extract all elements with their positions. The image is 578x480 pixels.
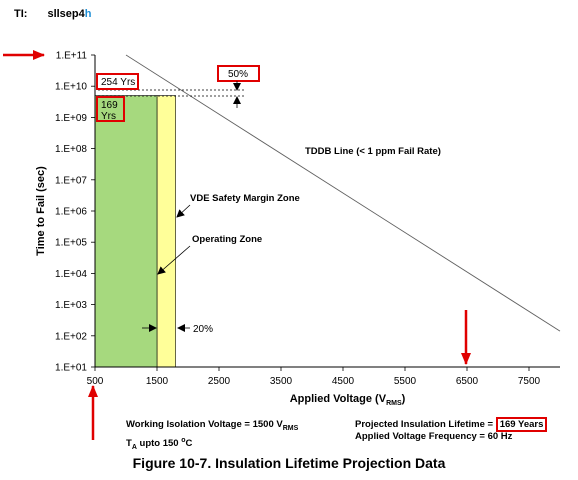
margin-20-label: 20% — [193, 324, 213, 335]
y-tick-label: 1.E+08 — [55, 144, 87, 155]
lifetime-254-highlight — [96, 73, 139, 90]
y-tick-label: 1.E+11 — [56, 51, 88, 62]
ti-label: TI: — [14, 8, 28, 20]
projected-lifetime-note: Projected Insulation Lifetime = 169 Year… — [355, 417, 548, 432]
margin-50-highlight — [217, 65, 260, 82]
tddb-line-label: TDDB Line (< 1 ppm Fail Rate) — [305, 146, 441, 157]
y-tick-label: 1.E+10 — [55, 82, 87, 93]
y-tick-label: 1.E+06 — [55, 207, 87, 218]
x-axis-label-subscript: RMS — [386, 400, 402, 407]
operating-zone-label: Operating Zone — [192, 234, 262, 245]
y-tick-label: 1.E+03 — [55, 300, 87, 311]
y-tick-label: 1.E+01 — [55, 363, 87, 374]
y-tick-label: 1.E+09 — [55, 113, 87, 124]
lifetime-254-label: 254 Yrs — [101, 77, 135, 88]
y-tick-label: 1.E+05 — [55, 238, 87, 249]
x-axis-label-end: ) — [402, 393, 406, 405]
tddb-line — [125, 54, 561, 332]
lifetime-169-highlight — [96, 96, 125, 122]
y-tick-label: 1.E+07 — [55, 175, 87, 186]
document-code-revision: h — [84, 8, 92, 20]
x-tick-label: 5500 — [394, 376, 417, 387]
frequency-note: Applied Voltage Frequency = 60 Hz — [355, 431, 513, 442]
x-tick-label: 500 — [87, 376, 104, 387]
y-tick-label: 1.E+02 — [55, 331, 87, 342]
figure-caption: Figure 10-7. Insulation Lifetime Project… — [132, 455, 446, 471]
margin-50-label: 50% — [228, 69, 248, 80]
working-voltage-note: Working Isolation Voltage = 1500 VRMS — [126, 419, 299, 432]
operating-notes: Working Isolation Voltage = 1500 VRMS TA… — [126, 419, 298, 454]
safety-margin-zone — [156, 95, 176, 368]
safety-zone-arrow — [176, 204, 191, 218]
projection-notes: Projected Insulation Lifetime = 169 Year… — [355, 417, 548, 443]
y-axis-label: Time to Fail (sec) — [35, 166, 47, 256]
operating-zone — [94, 95, 158, 368]
x-tick-label: 2500 — [208, 376, 231, 387]
x-tick-label: 1500 — [146, 376, 169, 387]
document-header: TI: sllsep4h — [14, 8, 92, 20]
document-code: sllsep4 — [47, 8, 85, 20]
x-tick-label: 3500 — [270, 376, 293, 387]
projected-lifetime-highlight: 169 Years — [495, 417, 548, 432]
x-tick-label: 4500 — [332, 376, 355, 387]
x-tick-label: 6500 — [456, 376, 479, 387]
x-tick-label: 7500 — [518, 376, 541, 387]
safety-zone-label: VDE Safety Margin Zone — [190, 193, 300, 204]
temperature-note: TA upto 150 oC — [126, 436, 193, 451]
working-voltage-subscript: RMS — [282, 424, 299, 432]
lifetime-169-label-unit: Yrs — [101, 111, 116, 122]
y-tick-label: 1.E+04 — [55, 269, 87, 280]
operating-zone-arrow — [157, 245, 191, 275]
x-axis-label: Applied Voltage (VRMS) — [290, 393, 406, 407]
lifetime-169-label-value: 169 — [101, 100, 118, 111]
